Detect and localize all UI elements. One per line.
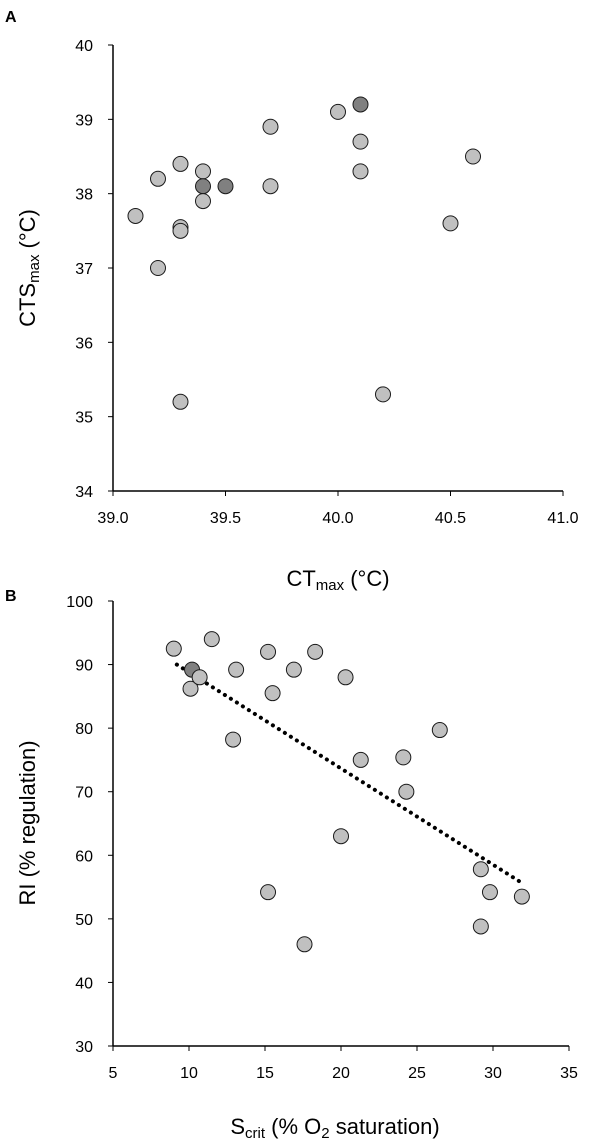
panel-b-data-point: [225, 731, 242, 748]
panel-a-x-tick-label: 39.0: [97, 510, 128, 527]
panel-b-data-point: [203, 631, 220, 648]
panel-b-y-title: RI (% regulation): [15, 740, 40, 905]
panel-b: B 5 10 15 20 25 30 35 30 40 50 60 70 80 90 100 Scrit …: [5, 588, 578, 1142]
panel-b-x-tick-label: 5: [109, 1065, 118, 1082]
panel-b-x-tick-label: 10: [180, 1065, 198, 1082]
panel-a-letter: A: [5, 9, 17, 26]
panel-b-x-tick-label: 35: [560, 1065, 578, 1082]
panel-a-y-tick-label: 35: [75, 410, 93, 427]
panel-a-data-point: [352, 163, 369, 180]
panel-a-data-point: [217, 178, 234, 195]
panel-a-data-point: [127, 207, 144, 224]
panel-a-y-tick-label: 38: [75, 187, 93, 204]
panel-b-data-point: [395, 749, 412, 766]
panel-a-x-tick-label: 40.5: [435, 510, 466, 527]
panel-b-data-point: [264, 685, 281, 702]
panel-a-x-tick-label: 40.0: [322, 510, 353, 527]
panel-b-y-tick-label: 90: [75, 658, 93, 675]
panel-a-data-point: [195, 193, 211, 210]
panel-a-y-tick-label: 40: [75, 38, 93, 55]
panel-a-data-point: [442, 215, 459, 232]
panel-a-data-point: [352, 133, 369, 150]
panel-b-y-tick-label: 50: [75, 912, 93, 929]
panel-a-data-point: [195, 163, 211, 180]
panel-b-data-point: [481, 884, 498, 901]
panel-a-data-point: [150, 170, 166, 187]
panel-a-x-tick-label: 41.0: [547, 510, 578, 527]
panel-b-data-point: [260, 643, 277, 660]
panel-b-y-tick-label: 40: [75, 975, 93, 992]
panel-b-y-tick-label: 80: [75, 721, 93, 738]
panel-a-data-point: [330, 103, 346, 120]
panel-b-data-point: [352, 751, 369, 768]
panel-a-data-point: [262, 118, 279, 135]
panel-a-x-title: CTmax (°C): [286, 566, 389, 594]
panel-b-data-point: [337, 669, 354, 686]
panel-b-data-point: [431, 722, 448, 739]
panel-a-y-tick-label: 37: [75, 261, 93, 278]
panel-a-y-tick-label: 34: [75, 484, 93, 501]
panel-b-data-point: [285, 661, 302, 678]
panel-b-data-point: [182, 680, 199, 697]
panel-a-data-point: [172, 222, 189, 239]
panel-b-y-tick-label: 60: [75, 848, 93, 865]
panel-a-data-point: [172, 155, 189, 172]
panel-b-trendline: [174, 662, 526, 886]
panel-b-data-point: [260, 884, 277, 901]
panel-a-x-tick-label: 39.5: [210, 510, 241, 527]
panel-b-data-point: [191, 669, 208, 686]
panel-b-x-title: Scrit (% O2 saturation): [230, 1114, 439, 1142]
panel-b-x-tick-label: 20: [332, 1065, 350, 1082]
panel-b-data-point: [228, 661, 245, 678]
panel-b-data-point: [165, 640, 182, 657]
panel-a-data-point: [465, 148, 481, 165]
panel-b-y-tick-label: 30: [75, 1039, 93, 1056]
panel-b-data-point: [472, 918, 489, 935]
panel-a-data-point: [375, 386, 391, 403]
panel-b-data-point: [398, 783, 415, 800]
panel-a-data-point: [172, 393, 189, 410]
panel-a-y-title: CTSmax (°C): [15, 209, 43, 327]
panel-a-data-point: [262, 178, 279, 195]
panel-a-y-tick-label: 39: [75, 112, 93, 129]
panel-b-data-point: [333, 828, 349, 845]
panel-b-data-point: [513, 888, 530, 905]
panel-b-y-tick-label: 100: [66, 594, 93, 611]
panel-b-x-tick-label: 30: [484, 1065, 502, 1082]
panel-a-data-point: [150, 260, 166, 276]
panel-b-data-point: [307, 643, 324, 660]
panel-b-x-tick-label: 25: [408, 1065, 426, 1082]
panel-a-data-point: [195, 178, 211, 195]
panel-a: A 39.0 39.5 40.0 40.5 41.0 34 35 36 37 38 39 40 CT…: [5, 9, 579, 594]
panel-a-y-tick-label: 36: [75, 335, 93, 352]
panel-b-y-tick-label: 70: [75, 785, 93, 802]
panel-b-data-point: [296, 936, 313, 953]
panel-b-data-point: [472, 861, 489, 878]
panel-b-letter: B: [5, 588, 17, 605]
panel-b-x-tick-label: 15: [256, 1065, 274, 1082]
panel-a-data-point: [352, 96, 369, 113]
